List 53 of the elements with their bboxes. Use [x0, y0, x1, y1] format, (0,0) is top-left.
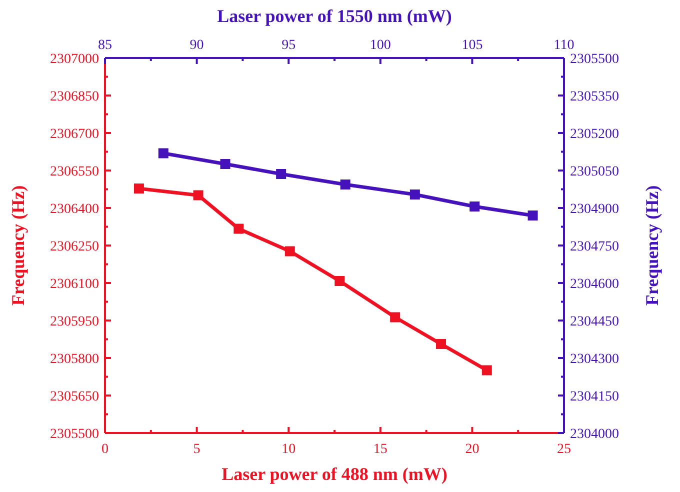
x-tick-label: 15 — [373, 442, 388, 457]
x-axis-title: Laser power of 488 nm (mW) — [222, 464, 448, 484]
y-tick-label: 2307000 — [50, 52, 99, 67]
y-tick-label: 2305950 — [50, 314, 99, 330]
x-tick-label: 110 — [554, 38, 574, 53]
y-axis-title: Frequency (Hz) — [642, 185, 662, 306]
y-tick-label: 2306250 — [50, 239, 99, 254]
x-tick-label: 105 — [462, 38, 483, 53]
y-tick-label: 2305050 — [570, 164, 619, 180]
point — [134, 184, 144, 194]
point — [410, 190, 420, 200]
point — [220, 159, 230, 169]
point — [234, 224, 244, 234]
y-tick-label: 2306100 — [50, 276, 99, 292]
y-tick-label: 2304900 — [570, 202, 619, 217]
y-tick-label: 2304600 — [570, 276, 619, 292]
x-tick-label: 10 — [282, 442, 296, 457]
y-tick-label: 2305200 — [570, 126, 619, 142]
y-tick-label: 2304150 — [570, 389, 619, 404]
y-tick-label: 2305500 — [570, 52, 619, 67]
point — [470, 202, 480, 212]
point — [276, 169, 286, 179]
x-tick-label: 100 — [370, 38, 391, 53]
point — [528, 210, 538, 220]
y-tick-label: 2306400 — [50, 202, 99, 217]
y-axis-title: Frequency (Hz) — [8, 185, 28, 306]
y-tick-label: 2306700 — [50, 126, 99, 142]
y-tick-label: 2305350 — [570, 89, 619, 104]
y-tick-label: 2305650 — [50, 389, 99, 404]
y-tick-label: 2304300 — [570, 352, 619, 367]
point — [482, 365, 492, 376]
point — [334, 276, 345, 286]
point — [436, 339, 446, 349]
x-tick-label: 5 — [193, 442, 200, 457]
y-tick-label: 2304750 — [570, 239, 619, 254]
x-tick-label: 85 — [98, 38, 112, 53]
y-tick-label: 2305800 — [50, 352, 99, 367]
point — [390, 312, 400, 322]
y-tick-label: 2306550 — [50, 164, 99, 180]
point — [284, 246, 295, 256]
point — [340, 180, 350, 190]
point — [193, 190, 204, 200]
point — [158, 148, 168, 158]
y-tick-label: 2305500 — [50, 426, 99, 442]
y-tick-label: 2304000 — [570, 426, 619, 442]
x-tick-label: 25 — [557, 442, 571, 457]
x-tick-label: 90 — [190, 38, 204, 53]
x-tick-label: 0 — [102, 442, 108, 457]
y-tick-label: 2304450 — [570, 314, 619, 330]
y-tick-label: 2306850 — [50, 89, 99, 104]
x-axis-title: Laser power of 1550 nm (mW) — [217, 6, 452, 26]
x-tick-label: 95 — [282, 38, 296, 53]
x-tick-label: 20 — [465, 442, 480, 457]
